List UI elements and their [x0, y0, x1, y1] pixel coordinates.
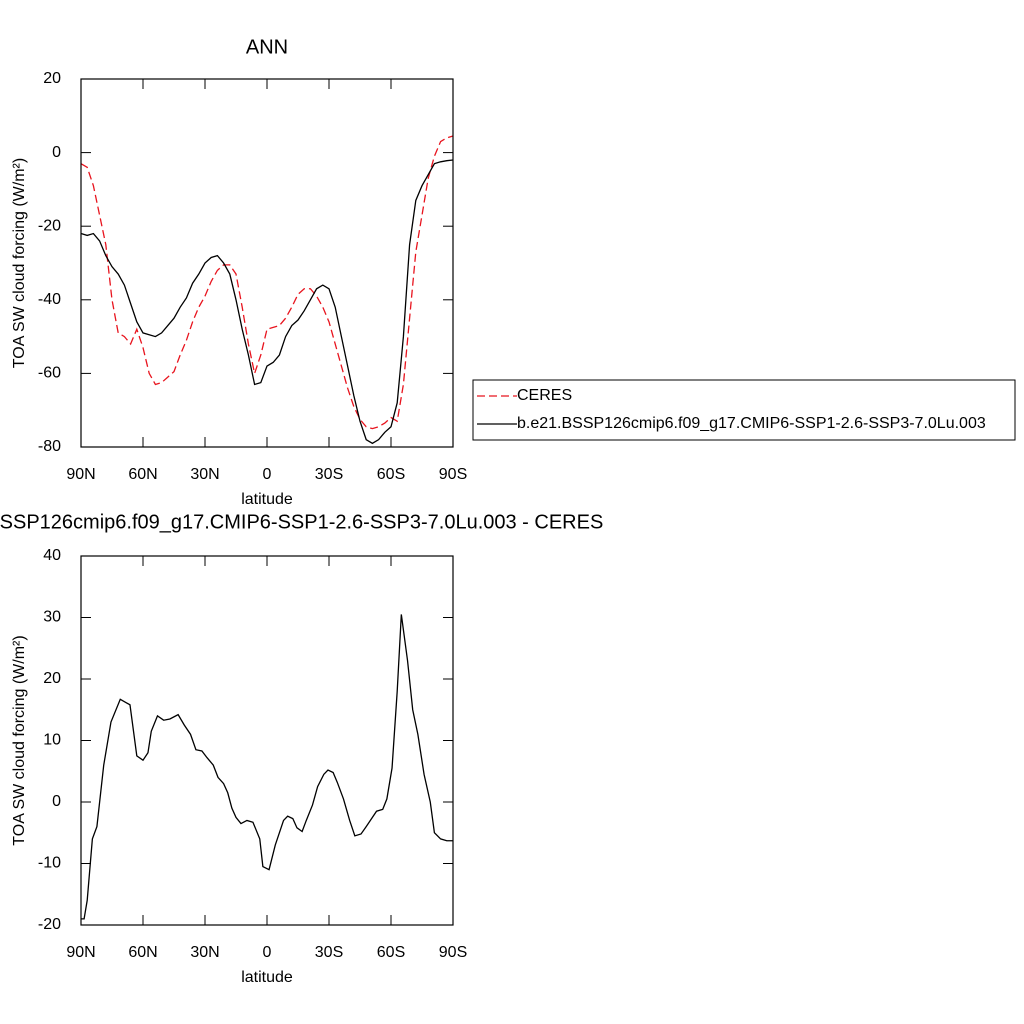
chart-title: b.e21.BSSP126cmip6.f09_g17.CMIP6-SSP1-2.…	[0, 511, 603, 533]
y-tick-label: -10	[38, 855, 61, 872]
y-tick-label: 20	[43, 670, 61, 687]
chart-title: ANN	[246, 36, 288, 58]
y-tick-label: -60	[38, 365, 61, 382]
x-axis-label: latitude	[241, 969, 293, 986]
y-tick-label: 0	[52, 793, 61, 810]
plot-frame	[80, 78, 454, 448]
legend-label: CERES	[517, 387, 572, 404]
x-tick-label: 90S	[439, 466, 467, 483]
y-tick-label: 10	[43, 732, 61, 749]
x-tick-label: 0	[263, 466, 272, 483]
legend-label: b.e21.BSSP126cmip6.f09_g17.CMIP6-SSP1-2.…	[517, 415, 986, 432]
plot-frame	[80, 555, 454, 926]
x-tick-label: 30N	[190, 944, 219, 961]
x-axis-label: latitude	[241, 491, 293, 508]
y-tick-label: -40	[38, 291, 61, 308]
x-tick-label: 30S	[315, 944, 343, 961]
y-tick-label: -20	[38, 916, 61, 933]
data-line	[80, 159, 454, 445]
x-tick-label: 30S	[315, 466, 343, 483]
legend-box	[472, 379, 1016, 441]
y-tick-label: 30	[43, 609, 61, 626]
y-axis-label: TOA SW cloud forcing (W/m²)	[11, 635, 28, 845]
y-tick-label: 20	[43, 70, 61, 87]
x-tick-label: 60S	[377, 466, 405, 483]
y-tick-label: -80	[38, 438, 61, 455]
x-tick-label: 90N	[66, 944, 95, 961]
data-line	[81, 614, 453, 920]
y-axis-label: TOA SW cloud forcing (W/m²)	[11, 158, 28, 368]
x-tick-label: 90S	[439, 944, 467, 961]
x-tick-label: 60S	[377, 944, 405, 961]
y-tick-label: 40	[43, 547, 61, 564]
x-tick-label: 90N	[66, 466, 95, 483]
y-tick-label: 0	[52, 144, 61, 161]
x-tick-label: 0	[263, 944, 272, 961]
y-tick-label: -20	[38, 217, 61, 234]
x-tick-label: 60N	[128, 466, 157, 483]
data-line	[80, 135, 454, 430]
x-tick-label: 60N	[128, 944, 157, 961]
x-tick-label: 30N	[190, 466, 219, 483]
